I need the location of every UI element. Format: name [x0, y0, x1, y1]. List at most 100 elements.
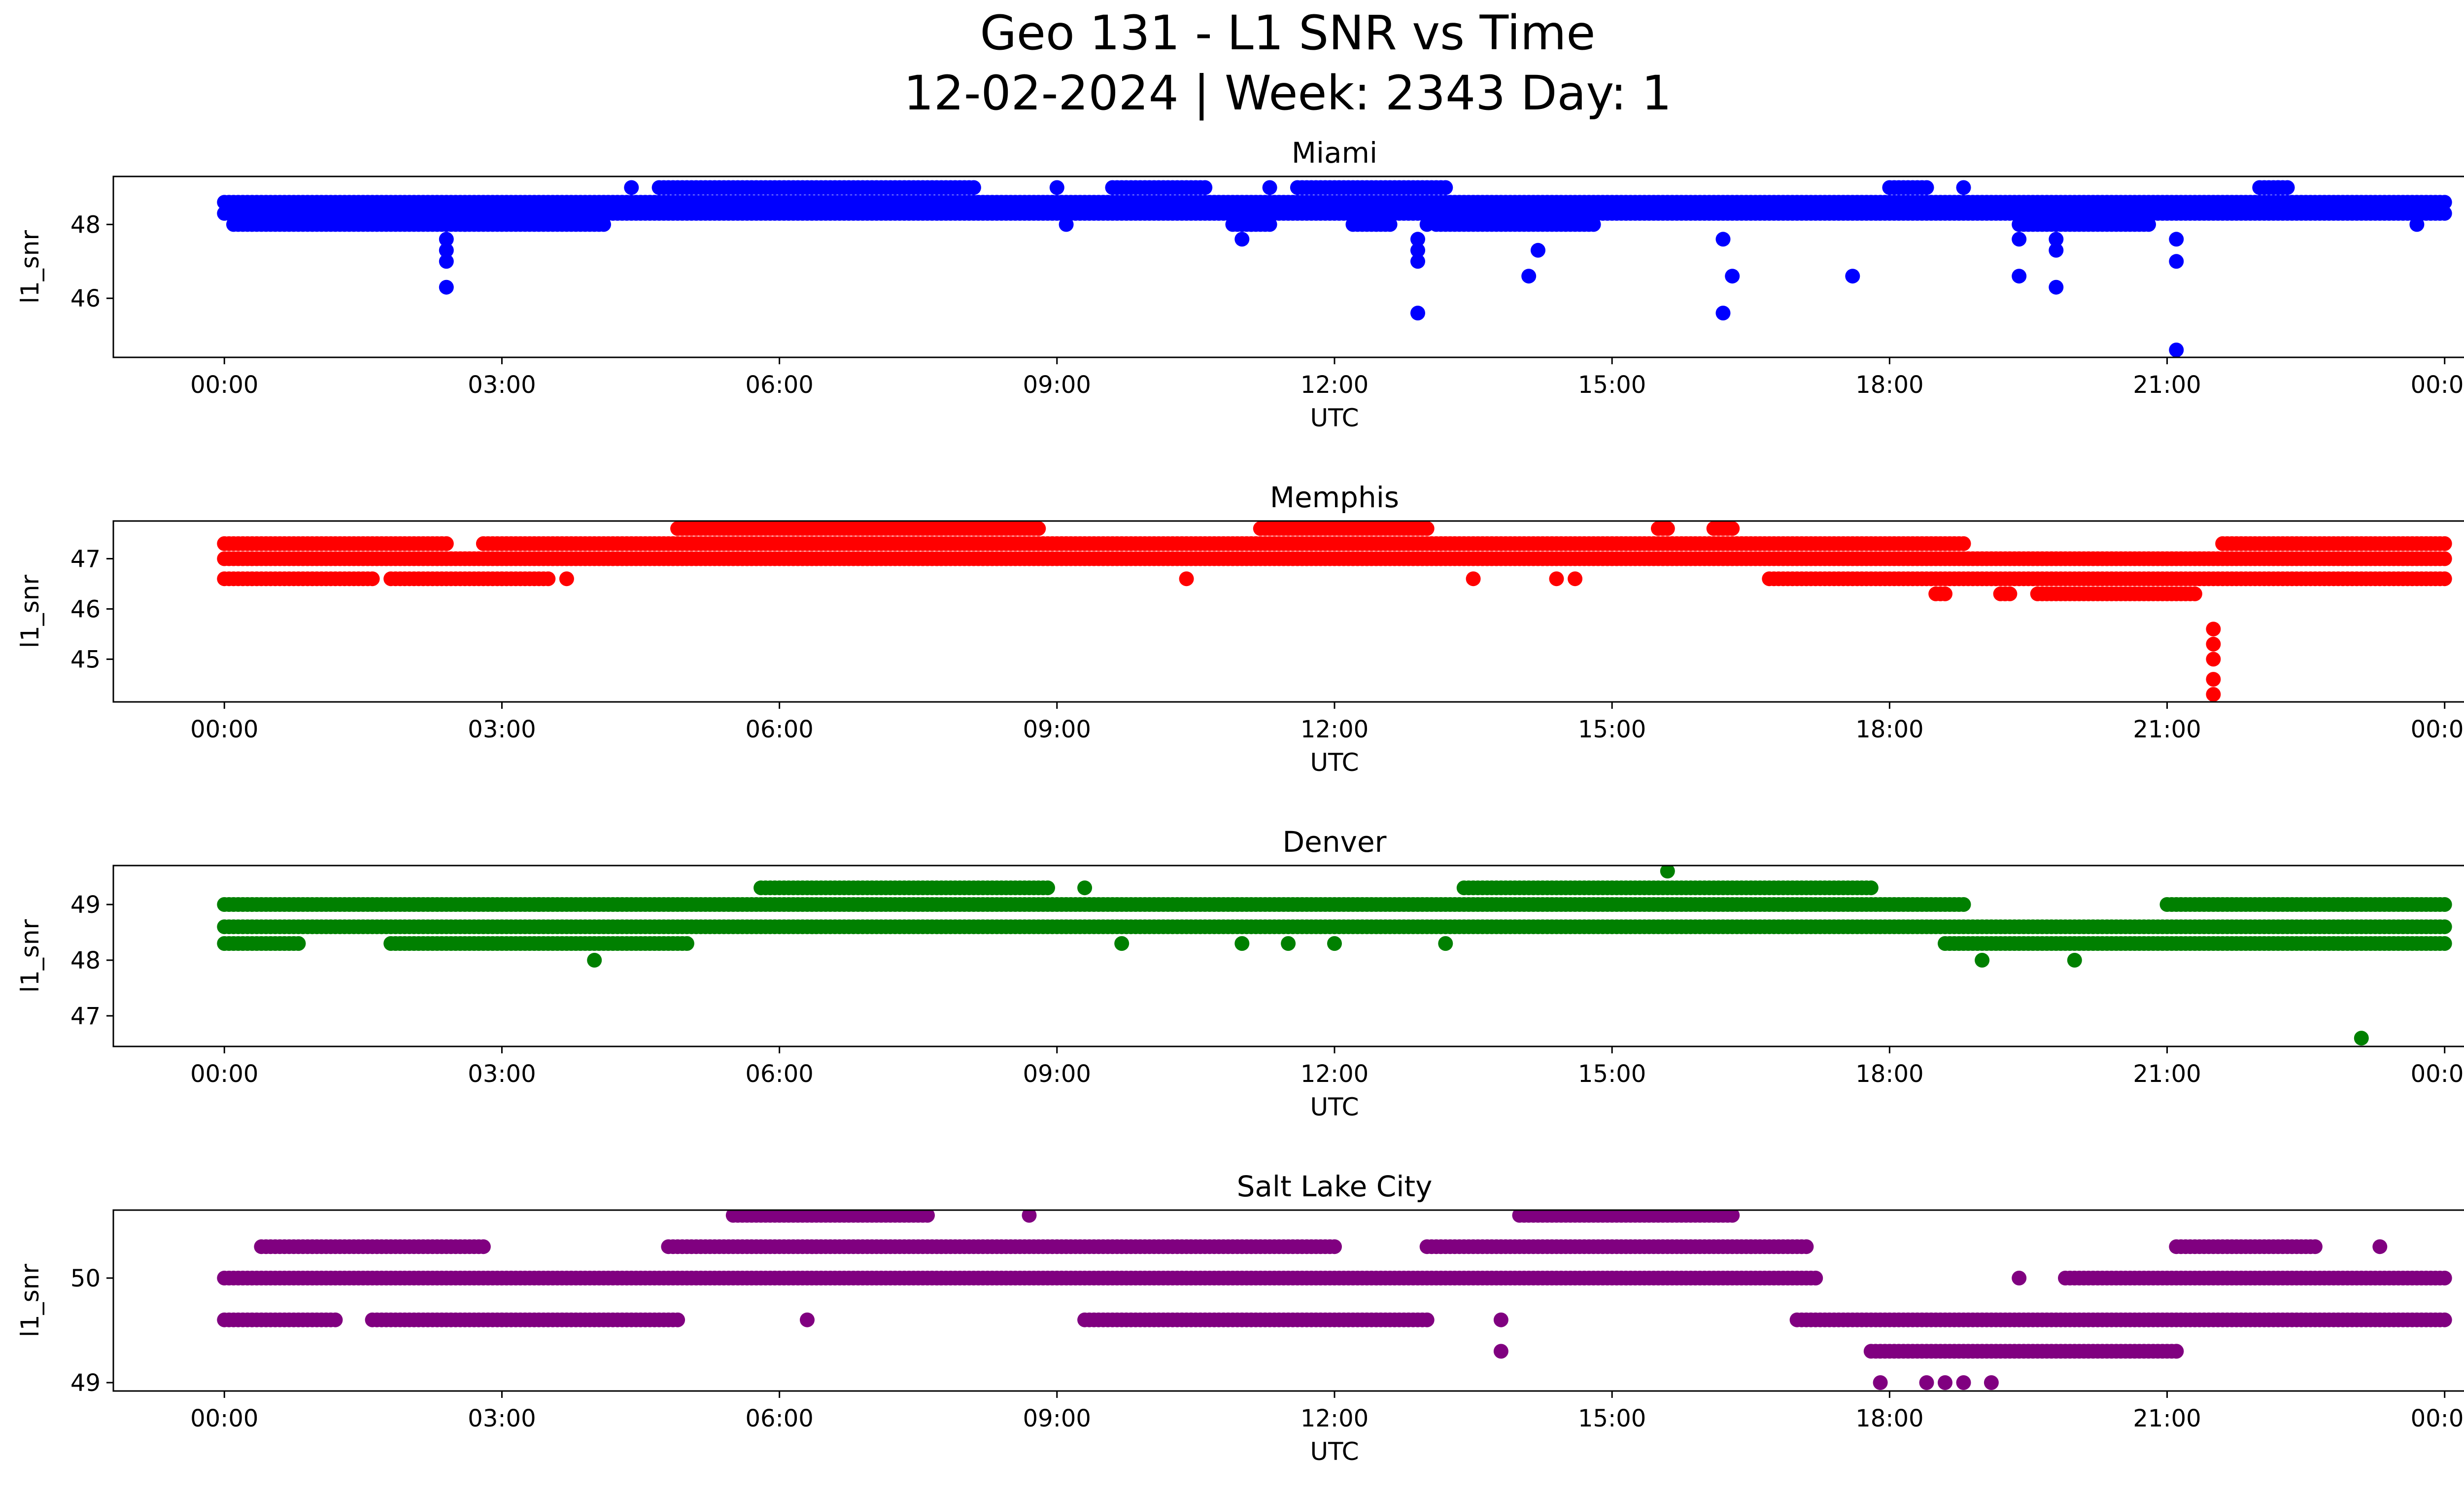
data-point: [670, 1312, 685, 1327]
data-point: [2437, 936, 2452, 951]
subplot-title: Salt Lake City: [1237, 1170, 1433, 1203]
data-point: [2437, 919, 2452, 935]
data-point: [1234, 232, 1250, 247]
data-point: [439, 243, 454, 258]
y-tick-label: 48: [70, 947, 101, 974]
data-point: [2206, 636, 2221, 652]
x-tick-label: 00:00: [190, 1060, 258, 1088]
data-point: [966, 180, 981, 195]
data-point: [2206, 622, 2221, 637]
y-tick-label: 48: [70, 211, 101, 239]
data-point: [1031, 521, 1046, 536]
data-point: [1327, 936, 1342, 951]
data-point: [439, 279, 454, 295]
data-point: [1234, 936, 1250, 951]
data-point: [1040, 880, 1055, 896]
data-point: [1660, 866, 1675, 879]
data-point: [1438, 180, 1453, 195]
data-point: [679, 936, 694, 951]
data-point: [1244, 217, 1259, 232]
data-point: [1114, 936, 1129, 951]
x-tick-label: 06:00: [745, 371, 813, 399]
data-point: [1586, 217, 1601, 232]
x-tick-label: 15:00: [1578, 371, 1646, 399]
data-point: [1410, 243, 1425, 258]
data-point: [365, 571, 380, 587]
data-point: [1715, 232, 1731, 247]
x-tick-label: 03:00: [468, 1060, 536, 1088]
data-point: [1845, 269, 1860, 284]
x-tick-label: 00:00: [2411, 371, 2464, 399]
data-point: [2169, 232, 2184, 247]
x-tick-label: 03:00: [468, 716, 536, 743]
data-point: [439, 254, 454, 269]
data-point: [1919, 180, 1934, 195]
data-point: [2409, 217, 2425, 232]
x-tick-label: 06:00: [745, 1060, 813, 1088]
x-tick-label: 18:00: [1855, 1060, 1923, 1088]
data-point: [2169, 254, 2184, 269]
data-point: [1419, 1312, 1435, 1327]
scatter-series: [217, 866, 2452, 1046]
data-point: [1956, 897, 1971, 912]
data-point: [1198, 180, 1213, 195]
data-point: [2049, 279, 2064, 295]
y-axis-label: l1_snr: [16, 230, 44, 304]
data-point: [1327, 1239, 1342, 1254]
data-point: [1410, 254, 1425, 269]
data-point: [541, 571, 556, 587]
subplot-title: Memphis: [1270, 481, 1399, 514]
data-point: [587, 953, 602, 968]
data-point: [2206, 652, 2221, 667]
data-point: [1466, 571, 1481, 587]
data-point: [2049, 232, 2064, 247]
x-tick-label: 00:00: [2411, 716, 2464, 743]
data-point: [1419, 521, 1435, 536]
x-tick-label: 18:00: [1855, 371, 1923, 399]
data-point: [1725, 521, 1740, 536]
x-axis-label: UTC: [1310, 748, 1359, 777]
data-point: [1049, 180, 1064, 195]
x-axis-label: UTC: [1310, 1093, 1359, 1121]
x-tick-label: 21:00: [2133, 1060, 2201, 1088]
y-tick-label: 47: [70, 545, 101, 573]
data-point: [1808, 1270, 1823, 1286]
x-tick-label: 12:00: [1300, 716, 1369, 743]
x-axis-label: UTC: [1310, 404, 1359, 432]
data-point: [2049, 243, 2064, 258]
data-point: [439, 232, 454, 247]
x-tick-label: 12:00: [1300, 371, 1369, 399]
data-point: [439, 536, 454, 551]
data-point: [1382, 217, 1398, 232]
data-point: [291, 936, 306, 951]
data-point: [1725, 269, 1740, 284]
x-tick-label: 15:00: [1578, 1060, 1646, 1088]
data-point: [2206, 672, 2221, 687]
x-tick-label: 00:00: [190, 371, 258, 399]
y-tick-label: 46: [70, 285, 101, 313]
data-point: [559, 571, 574, 587]
x-tick-label: 21:00: [2133, 716, 2201, 743]
x-tick-label: 18:00: [1855, 716, 1923, 743]
data-point: [2437, 1312, 2452, 1327]
y-tick-label: 45: [70, 646, 101, 673]
data-point: [1549, 571, 1564, 587]
scatter-series: [217, 521, 2452, 702]
x-tick-label: 21:00: [2133, 371, 2201, 399]
data-point: [2169, 343, 2184, 357]
x-tick-label: 09:00: [1023, 716, 1091, 743]
data-point: [1410, 232, 1425, 247]
data-point: [2067, 953, 2082, 968]
scatter-series: [217, 180, 2452, 357]
data-point: [1262, 180, 1277, 195]
y-tick-label: 46: [70, 595, 101, 623]
data-point: [1419, 217, 1435, 232]
data-point: [328, 1312, 343, 1327]
x-tick-label: 06:00: [745, 716, 813, 743]
data-point: [1956, 180, 1971, 195]
y-axis-label: l1_snr: [16, 919, 44, 993]
data-point: [1521, 269, 1537, 284]
data-point: [1438, 936, 1453, 951]
